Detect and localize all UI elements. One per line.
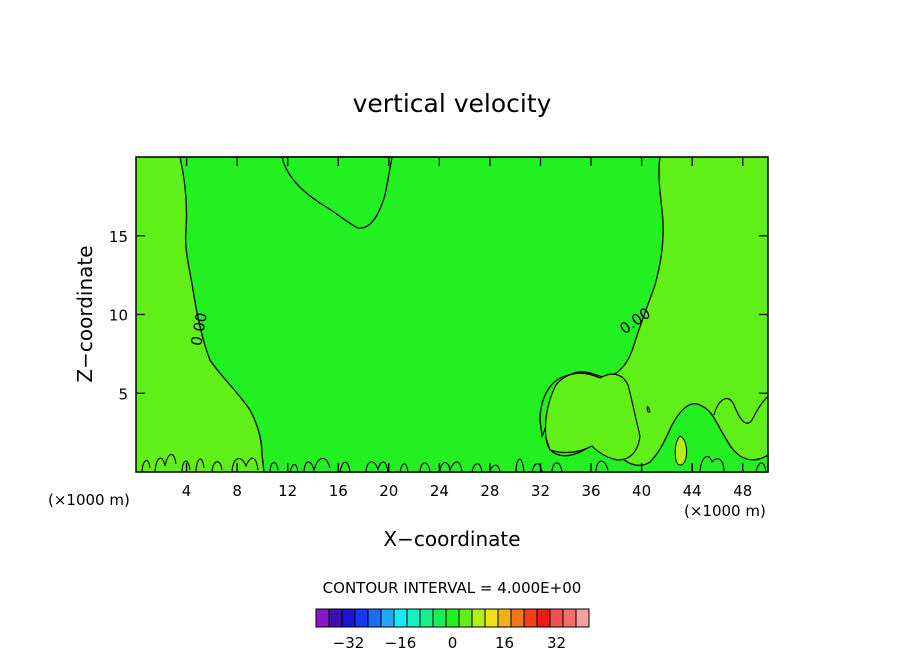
contour-label-left: 0.00: [187, 311, 211, 347]
right-edge-contour: [713, 395, 769, 424]
x-tick-label: 28: [480, 482, 499, 500]
colorbar-cell: [380, 608, 395, 628]
plot-area: 0.00 0.00: [135, 156, 769, 473]
colorbar-cell: [445, 608, 460, 628]
x-tick-label: 36: [581, 482, 600, 500]
upper-lobe: [281, 156, 393, 229]
x-tick-label: 4: [182, 482, 192, 500]
bottom-contours: [141, 406, 767, 473]
colorbar-cell: [497, 608, 512, 628]
colorbar-cell: [419, 608, 434, 628]
colorbar-labels: −32 −16 0 16 32: [333, 634, 566, 652]
colorbar-cell: [406, 608, 421, 628]
y-tick-label: 5: [118, 385, 128, 403]
colorbar-cell: [432, 608, 447, 628]
x-tick-label: 48: [733, 482, 752, 500]
colorbar-cell: [471, 608, 486, 628]
x-tick-label: 8: [232, 482, 242, 500]
x-tick-label: 32: [531, 482, 550, 500]
colorbar-cell: [458, 608, 473, 628]
x-tick-label: 24: [430, 482, 449, 500]
bright-patch: [674, 435, 688, 466]
x-axis-title: X−coordinate: [383, 527, 520, 551]
colorbar-tick-label: 0: [448, 634, 458, 652]
colorbar-cell: [367, 608, 382, 628]
colorbar-tick-label: −32: [333, 634, 365, 652]
colorbar-cell: [510, 608, 525, 628]
colorbar-cell: [393, 608, 408, 628]
colorbar-tick-label: −16: [385, 634, 417, 652]
y-tick-label: 10: [109, 307, 128, 325]
x-axis-ticks: 4 8 12 16 20 24 28 32 36 40 44 48: [182, 157, 752, 500]
colorbar: [315, 608, 590, 628]
x-tick-label: 40: [632, 482, 651, 500]
chart-title: vertical velocity: [353, 89, 552, 118]
colorbar-tick-label: 32: [547, 634, 566, 652]
contour-interval-text: CONTOUR INTERVAL = 4.000E+00: [323, 579, 582, 597]
right-patch: [544, 372, 641, 461]
y-axis-ticks: 5 10 15: [109, 228, 768, 403]
colorbar-cell: [523, 608, 538, 628]
y-axis-title: Z−coordinate: [73, 245, 97, 382]
x-tick-label: 12: [278, 482, 297, 500]
colorbar-cell: [484, 608, 499, 628]
x-tick-label: 20: [379, 482, 398, 500]
colorbar-cell: [354, 608, 369, 628]
colorbar-cell: [328, 608, 343, 628]
colorbar-cell: [536, 608, 551, 628]
colorbar-cell: [315, 608, 330, 628]
colorbar-cell: [562, 608, 577, 628]
x-unit-left: (×1000 m): [48, 491, 130, 509]
x-tick-label: 16: [329, 482, 348, 500]
x-unit-right: (×1000 m): [684, 502, 766, 520]
colorbar-cell: [575, 608, 590, 628]
colorbar-cell: [341, 608, 356, 628]
colorbar-cell: [549, 608, 564, 628]
colorbar-tick-label: 16: [495, 634, 514, 652]
x-tick-label: 44: [683, 482, 702, 500]
y-tick-label: 15: [109, 228, 128, 246]
